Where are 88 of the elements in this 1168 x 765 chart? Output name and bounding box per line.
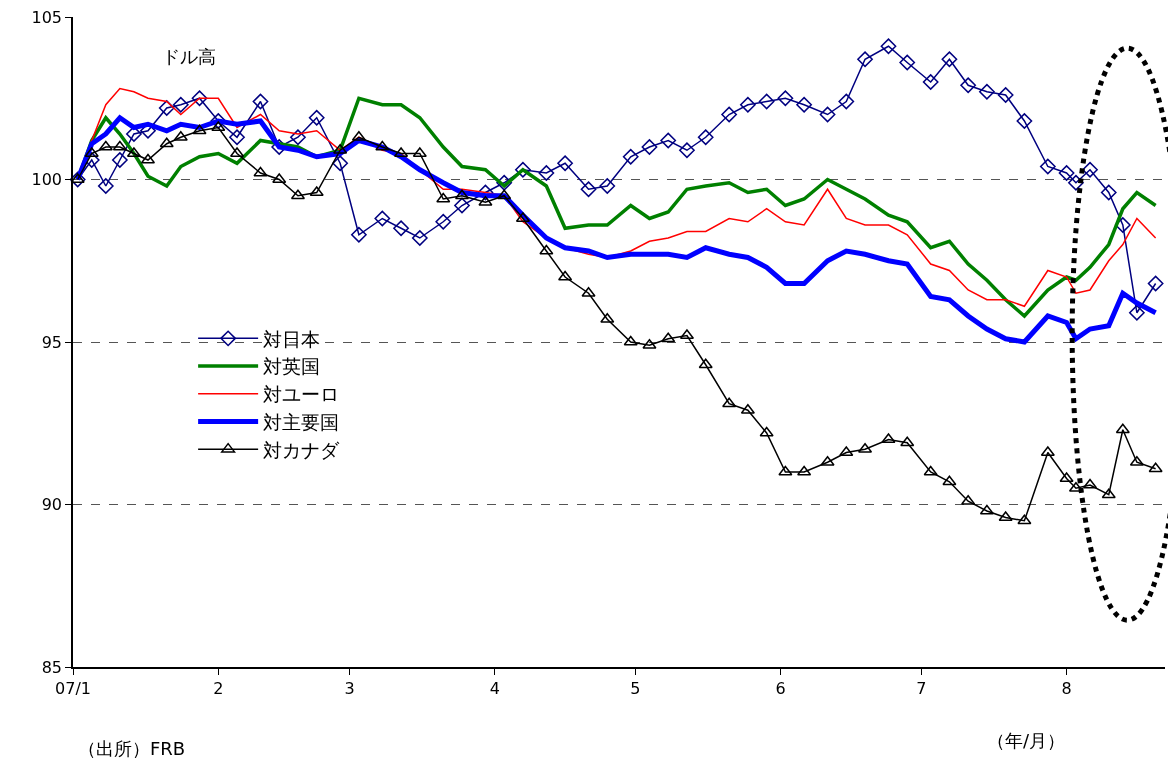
point bbox=[253, 166, 268, 177]
point bbox=[69, 171, 86, 188]
legend-label: 対英国 bbox=[263, 355, 321, 378]
y-tick-label: 90 bbox=[41, 495, 63, 515]
point bbox=[172, 96, 189, 113]
point bbox=[497, 189, 512, 200]
point bbox=[111, 152, 128, 168]
point bbox=[252, 93, 269, 110]
point bbox=[496, 174, 513, 191]
point bbox=[923, 465, 938, 476]
point bbox=[838, 93, 855, 110]
point bbox=[739, 96, 756, 113]
point bbox=[1100, 184, 1117, 201]
point bbox=[797, 465, 812, 476]
point bbox=[819, 106, 836, 123]
point bbox=[900, 436, 915, 447]
point bbox=[599, 178, 616, 194]
point bbox=[997, 87, 1014, 103]
point bbox=[1101, 488, 1116, 499]
point bbox=[796, 96, 813, 113]
point bbox=[1017, 514, 1032, 525]
point bbox=[660, 132, 677, 149]
point bbox=[979, 83, 995, 100]
y-tick-label: 105 bbox=[31, 7, 63, 27]
point bbox=[538, 165, 555, 181]
point bbox=[332, 155, 349, 172]
point bbox=[192, 124, 207, 135]
point bbox=[1128, 304, 1145, 321]
x-tick-label: 07/1 bbox=[55, 678, 91, 698]
point bbox=[97, 178, 114, 194]
point bbox=[698, 358, 713, 369]
point bbox=[1082, 161, 1098, 178]
point bbox=[622, 148, 639, 165]
point bbox=[1115, 423, 1130, 434]
point bbox=[1058, 165, 1075, 181]
point bbox=[290, 129, 306, 146]
y-tick-label: 100 bbox=[31, 170, 63, 190]
point bbox=[1148, 462, 1163, 473]
point bbox=[759, 426, 774, 437]
point bbox=[210, 113, 227, 129]
point bbox=[777, 90, 794, 107]
legend-label: 対主要国 bbox=[263, 410, 340, 433]
legend-label: 対ユーロ bbox=[263, 383, 340, 406]
point bbox=[623, 335, 638, 346]
x-tick-label: 2 bbox=[213, 678, 224, 698]
point bbox=[159, 137, 174, 148]
point bbox=[721, 106, 738, 123]
point bbox=[722, 397, 737, 408]
point bbox=[758, 93, 775, 110]
point bbox=[880, 38, 897, 55]
x-tick-label: 3 bbox=[344, 678, 355, 698]
text: （年/月） bbox=[987, 730, 1066, 751]
point bbox=[229, 129, 245, 146]
point bbox=[941, 51, 958, 68]
point bbox=[697, 129, 714, 146]
y-tick-label: 95 bbox=[41, 332, 63, 352]
annotation: ドル高 bbox=[162, 46, 216, 67]
point bbox=[1016, 113, 1033, 129]
x-tick-label: 6 bbox=[775, 678, 786, 698]
point bbox=[1068, 174, 1084, 191]
legend-label: 対日本 bbox=[263, 327, 321, 350]
point bbox=[960, 77, 977, 94]
x-tick-label: 4 bbox=[489, 678, 500, 698]
point bbox=[778, 465, 793, 476]
point bbox=[308, 109, 325, 126]
point bbox=[942, 475, 957, 486]
text: （出所）FRB bbox=[78, 738, 186, 759]
point bbox=[661, 332, 676, 343]
x-tick-label: 8 bbox=[1061, 678, 1072, 698]
point bbox=[922, 74, 939, 90]
point bbox=[558, 270, 573, 281]
x-tick-label: 5 bbox=[630, 678, 641, 698]
point bbox=[112, 140, 127, 151]
point bbox=[98, 140, 113, 151]
point bbox=[641, 139, 658, 155]
point bbox=[539, 244, 554, 255]
point bbox=[1147, 275, 1164, 292]
point bbox=[899, 54, 916, 71]
point bbox=[1039, 158, 1056, 175]
point bbox=[857, 51, 873, 68]
point bbox=[191, 90, 208, 107]
point bbox=[1114, 217, 1131, 233]
x-tick-label: 7 bbox=[916, 678, 927, 698]
point bbox=[580, 181, 597, 198]
point bbox=[679, 142, 695, 159]
legend-label: 対カナダ bbox=[263, 438, 341, 461]
point bbox=[126, 126, 142, 142]
y-tick-label: 85 bbox=[41, 657, 63, 677]
